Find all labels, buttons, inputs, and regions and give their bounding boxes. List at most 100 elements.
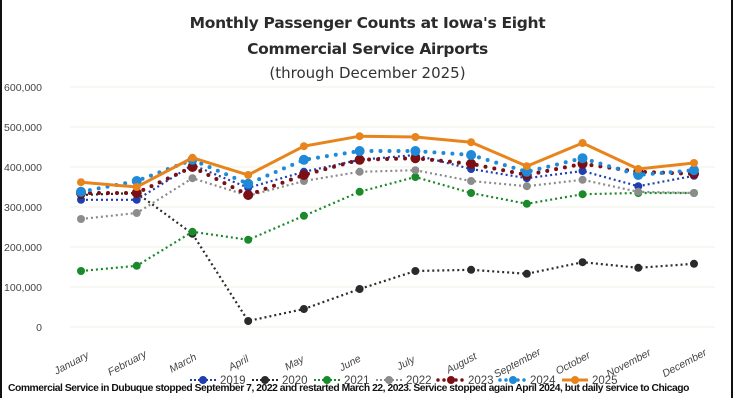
legend-item-2021: 2021 (314, 375, 370, 387)
data-point-2020-july (411, 267, 420, 275)
x-tick-label: February (106, 348, 149, 379)
gridlines (70, 86, 715, 328)
x-tick-label: October (554, 349, 593, 377)
data-point-2022-august (467, 177, 476, 185)
data-point-2024-january (76, 186, 86, 197)
data-point-2022-january (77, 215, 85, 223)
data-point-2024-june (354, 146, 365, 156)
x-tick-label: April (226, 353, 252, 374)
data-point-2020-august (467, 265, 476, 274)
series-line-2023 (79, 156, 696, 198)
legend-label: 2023 (468, 375, 494, 387)
footnote: Commercial Service in Dubuque stopped Se… (8, 383, 689, 394)
data-point-2025-may (299, 142, 308, 151)
x-tick-label: January (51, 349, 91, 378)
data-point-2024-may (298, 154, 309, 165)
data-point-2025-july (411, 133, 420, 141)
x-tick-label: May (283, 353, 307, 373)
legend-item-2022: 2022 (376, 375, 432, 387)
data-point-2022-november (634, 187, 643, 196)
data-point-2020-october (578, 258, 587, 267)
series-line-2019 (81, 153, 695, 201)
series-2023 (76, 153, 699, 200)
data-point-2024-october (577, 153, 588, 164)
y-tick-label: 0 (36, 322, 42, 334)
y-tick-label: 300,000 (4, 202, 42, 214)
y-tick-label: 100,000 (4, 282, 42, 294)
data-point-2020-april (244, 317, 253, 325)
legend-marker (571, 376, 579, 384)
legend-label: 2021 (344, 375, 370, 387)
data-point-2021-july (411, 173, 420, 181)
data-point-2025-august (467, 138, 476, 147)
data-point-2022-july (411, 166, 420, 175)
data-point-2019-november (634, 182, 643, 191)
data-point-2020-may (299, 305, 308, 313)
y-axis-ticks: 0 100,000 200,000 300,000 400,000 500,000 600,… (4, 82, 42, 334)
series-2025 (77, 132, 698, 191)
x-tick-label: July (394, 353, 418, 373)
data-point-2021-june (355, 187, 364, 196)
series-line-2021 (80, 175, 694, 273)
x-tick-label: June (336, 353, 363, 375)
data-point-2022-december (690, 189, 698, 197)
data-point-2020-june (355, 285, 364, 293)
data-point-2022-september (522, 182, 531, 191)
data-point-2025-october (578, 139, 587, 147)
legend-marker (323, 376, 331, 384)
data-point-2023-april (243, 190, 254, 200)
series-2022 (77, 166, 698, 223)
data-point-2021-march (188, 227, 197, 236)
data-point-2025-june (355, 132, 364, 141)
data-point-2021-april (244, 235, 253, 244)
legend-label: 2019 (220, 375, 246, 387)
y-tick-label: 400,000 (4, 162, 42, 174)
data-point-2025-november (634, 165, 643, 173)
data-point-2020-december (690, 259, 698, 268)
data-point-2023-march (187, 162, 198, 172)
data-point-2023-february (131, 188, 142, 198)
data-point-2021-october (578, 190, 587, 199)
data-point-2025-march (188, 153, 197, 162)
data-point-2024-april (243, 178, 254, 189)
data-point-2020-september (522, 269, 531, 278)
data-point-2024-february (131, 176, 142, 186)
series-line-2022 (80, 169, 695, 221)
data-point-2021-september (522, 199, 531, 208)
legend-label: 2020 (282, 375, 308, 387)
data-point-2024-december (689, 165, 699, 176)
data-point-2025-april (244, 171, 253, 179)
data-point-2023-june (354, 154, 365, 165)
data-point-2022-february (132, 209, 141, 217)
series-2021 (77, 173, 698, 275)
data-point-2024-august (466, 150, 477, 160)
legend-item-2023: 2023 (436, 375, 494, 387)
chart-title-line2: Commercial Service Airports (247, 40, 488, 58)
data-point-2025-september (522, 162, 531, 171)
chart-subtitle: (through December 2025) (269, 64, 466, 82)
legend-marker (199, 376, 207, 384)
data-point-2021-may (299, 211, 308, 220)
legend-label: 2024 (530, 375, 556, 387)
data-point-2024-november (633, 170, 644, 180)
data-point-2021-january (77, 267, 85, 275)
legend-item-2019: 2019 (190, 375, 246, 387)
series-line-2020 (80, 191, 695, 323)
legend-item-2024: 2024 (498, 375, 556, 387)
legend-marker (261, 376, 269, 384)
data-point-2023-july (410, 153, 421, 164)
legend-label: 2025 (592, 375, 618, 387)
x-tick-label: August (444, 350, 480, 377)
data-point-2023-may (298, 170, 309, 180)
legend-marker (509, 376, 517, 384)
x-tick-label: March (167, 351, 199, 375)
data-point-2021-february (132, 261, 141, 270)
data-point-2019-october (578, 167, 587, 175)
data-point-2021-august (467, 189, 476, 197)
data-point-2022-june (355, 167, 364, 176)
legend: 2019 2020 2021 2022 2023 2024 2025 (190, 375, 618, 387)
data-point-2022-october (578, 175, 587, 184)
series-group (76, 132, 699, 325)
